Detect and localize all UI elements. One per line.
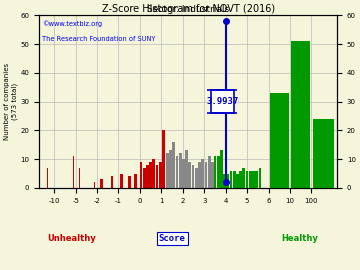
Bar — [156, 165, 158, 188]
Bar — [169, 150, 172, 188]
Bar — [192, 165, 194, 188]
Bar — [128, 176, 131, 188]
Bar — [172, 142, 175, 188]
Bar — [182, 159, 185, 188]
Bar — [223, 174, 226, 188]
Bar — [51, 174, 53, 188]
Text: Sector: Industrials: Sector: Industrials — [147, 5, 229, 14]
Text: Unhealthy: Unhealthy — [47, 234, 96, 243]
Bar — [201, 159, 204, 188]
Bar — [313, 119, 334, 188]
Bar — [195, 168, 198, 188]
Bar — [252, 171, 255, 188]
Bar — [189, 162, 191, 188]
Bar — [233, 171, 235, 188]
Bar — [94, 182, 95, 188]
Bar — [176, 156, 179, 188]
Bar — [208, 156, 211, 188]
Bar — [255, 171, 258, 188]
Bar — [143, 168, 145, 188]
Bar — [291, 41, 310, 188]
Bar — [246, 171, 248, 188]
Bar — [243, 168, 245, 188]
Bar — [230, 171, 233, 188]
Bar — [220, 150, 223, 188]
Y-axis label: Number of companies
(573 total): Number of companies (573 total) — [4, 63, 18, 140]
Bar — [179, 153, 181, 188]
Bar — [47, 168, 48, 188]
Bar — [258, 168, 261, 188]
Bar — [73, 156, 74, 188]
Bar — [217, 156, 220, 188]
Bar — [236, 174, 239, 188]
Text: Healthy: Healthy — [281, 234, 318, 243]
Bar — [159, 162, 162, 188]
Bar — [239, 171, 242, 188]
Bar — [204, 162, 207, 188]
Bar — [270, 93, 289, 188]
Title: Z-Score Histogram for NOVT (2016): Z-Score Histogram for NOVT (2016) — [102, 5, 275, 15]
Text: ©www.textbiz.org: ©www.textbiz.org — [42, 21, 102, 27]
Bar — [146, 165, 149, 188]
Bar — [249, 171, 252, 188]
Bar — [198, 162, 201, 188]
Bar — [211, 162, 214, 188]
Bar — [79, 168, 80, 188]
Bar — [213, 156, 216, 188]
Bar — [226, 174, 229, 188]
Bar — [166, 153, 169, 188]
Text: Score: Score — [159, 234, 185, 243]
Text: 3.9937: 3.9937 — [206, 97, 238, 106]
Bar — [149, 162, 152, 188]
Bar — [140, 162, 142, 188]
Text: The Research Foundation of SUNY: The Research Foundation of SUNY — [42, 36, 156, 42]
Bar — [152, 159, 155, 188]
Bar — [185, 150, 188, 188]
Bar — [111, 176, 113, 188]
FancyBboxPatch shape — [211, 90, 234, 113]
Bar — [100, 179, 103, 188]
Bar — [134, 174, 137, 188]
Bar — [337, 182, 357, 188]
Bar — [120, 174, 123, 188]
Bar — [162, 130, 165, 188]
